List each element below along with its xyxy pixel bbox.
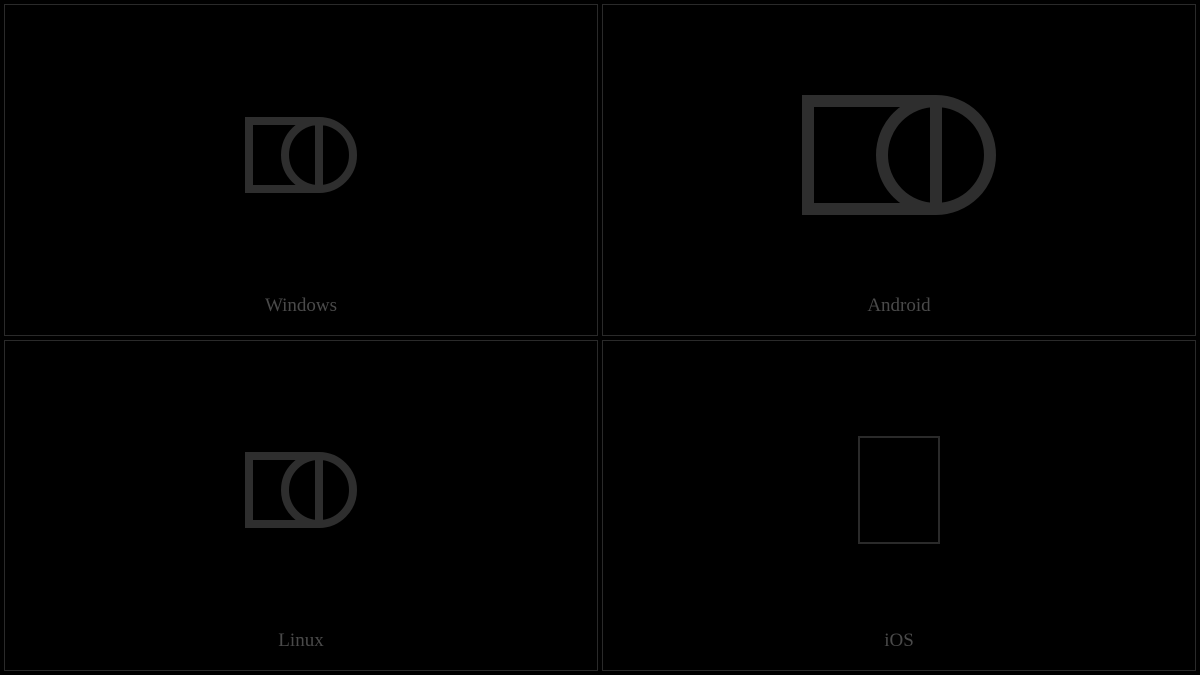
glyph-comparison-grid: Windows Android Linux iOS [0,0,1200,675]
cell-android: Android [602,4,1196,336]
glyph-icon-android [802,95,996,215]
glyph-android [603,5,1195,335]
glyph-icon-windows [245,117,357,193]
cell-ios: iOS [602,340,1196,672]
label-android: Android [867,295,930,317]
glyph-windows [5,5,597,335]
label-windows: Windows [265,295,337,317]
cell-linux: Linux [4,340,598,672]
missing-glyph-box [858,436,940,544]
cell-windows: Windows [4,4,598,336]
label-ios: iOS [884,630,914,652]
label-linux: Linux [278,630,323,652]
glyph-linux [5,341,597,671]
glyph-icon-linux [245,452,357,528]
glyph-ios [603,341,1195,671]
